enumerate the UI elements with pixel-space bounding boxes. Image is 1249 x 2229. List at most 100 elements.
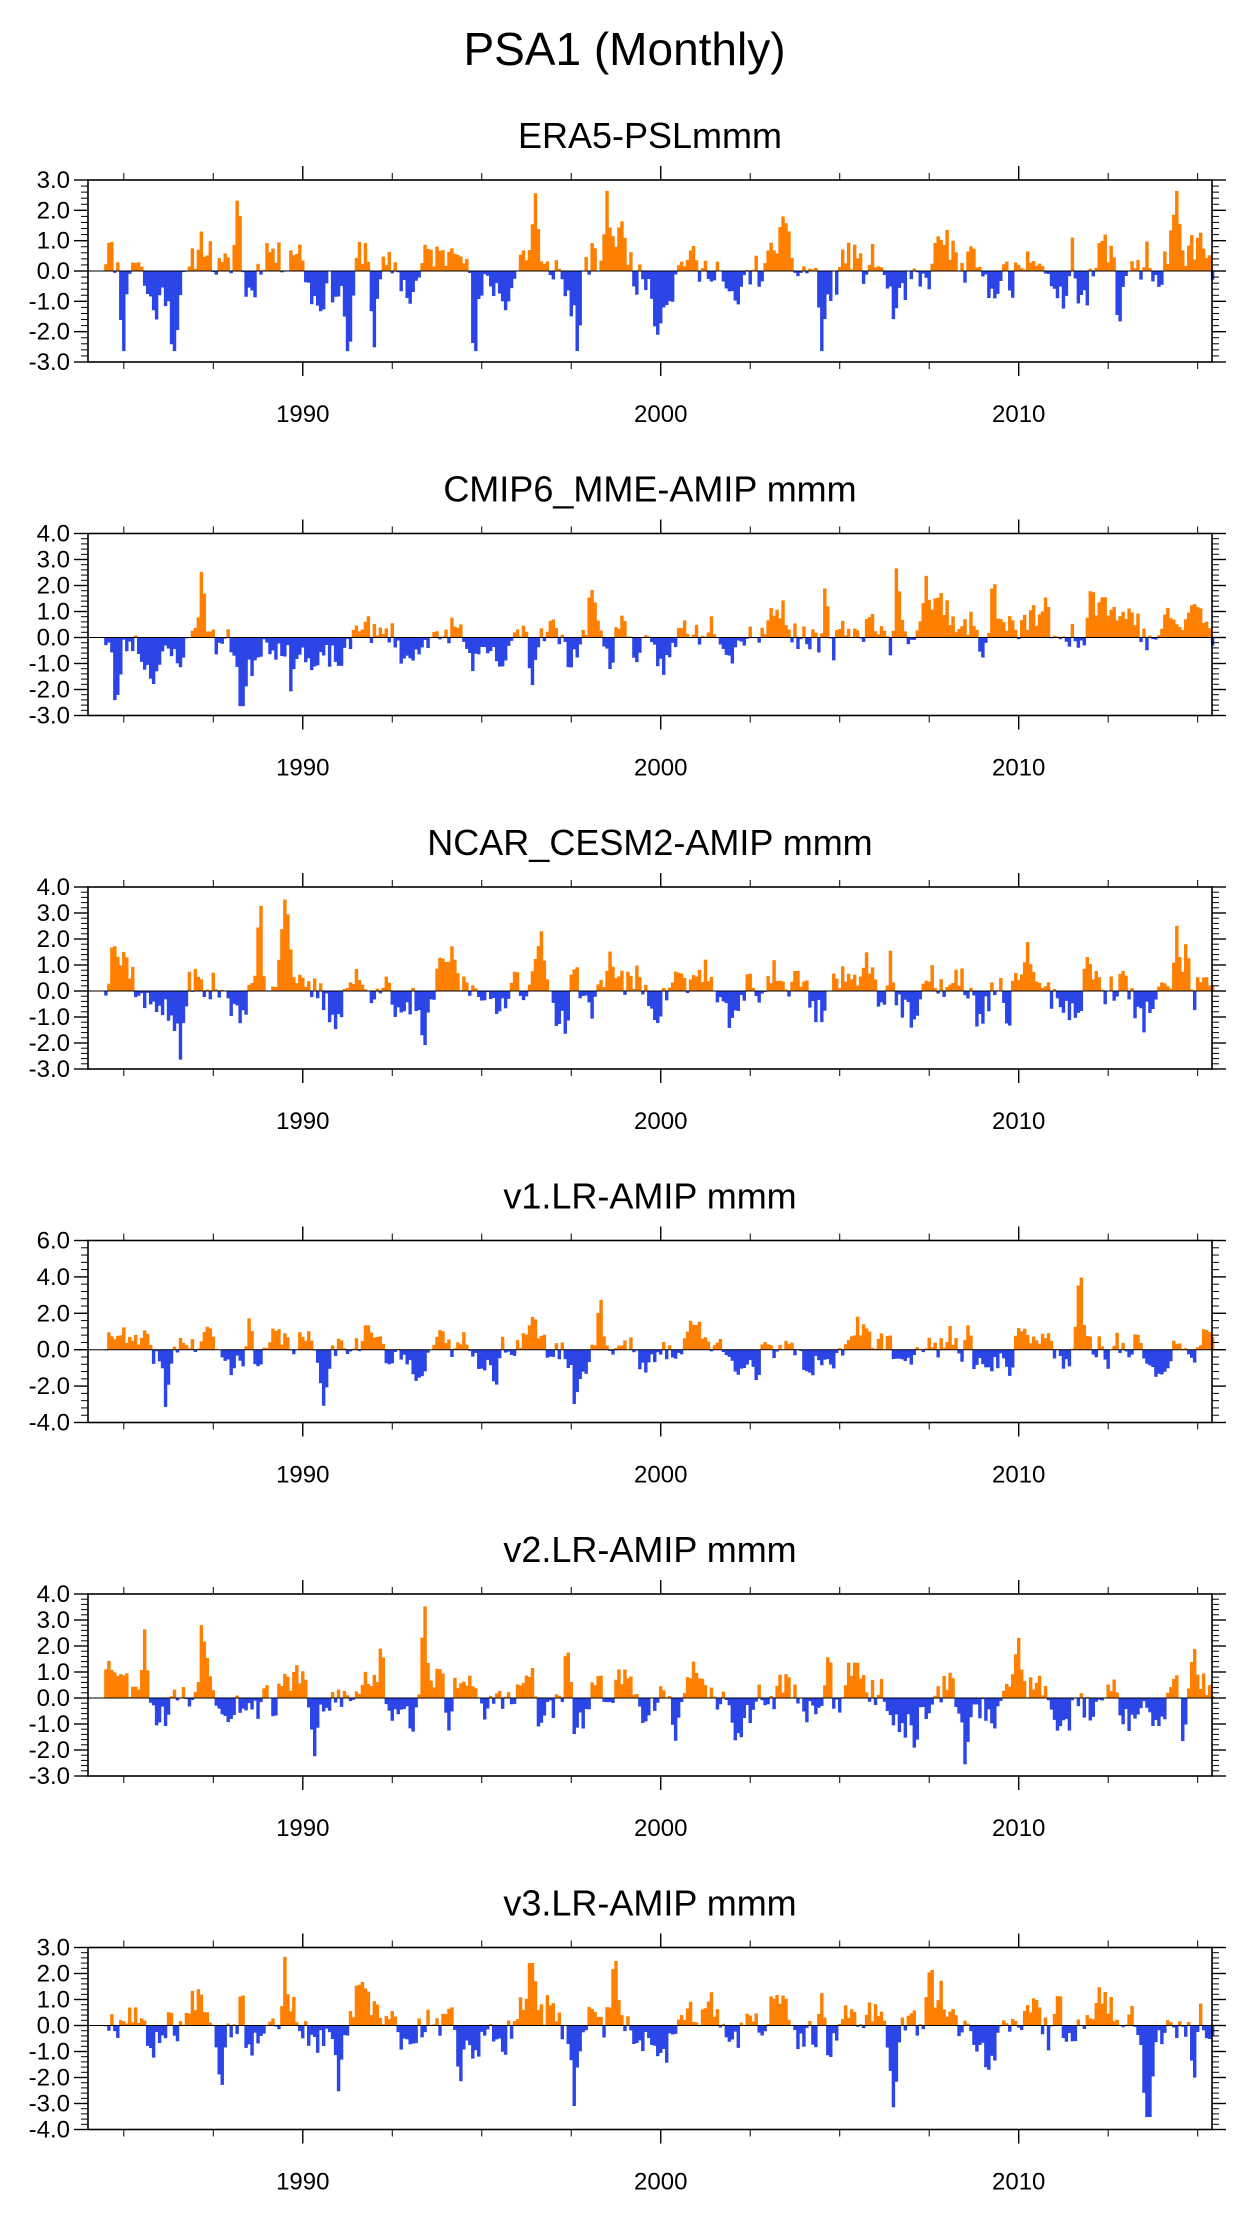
positive-bar: [196, 976, 201, 991]
negative-bar: [820, 991, 824, 1023]
negative-bar: [969, 1698, 973, 1718]
negative-bar: [536, 637, 541, 648]
positive-bar: [1112, 1679, 1116, 1698]
positive-bar: [166, 2012, 171, 2026]
positive-bar: [1184, 619, 1188, 638]
positive-bar: [1115, 1692, 1119, 1698]
positive-bar: [557, 1695, 562, 1698]
negative-bar: [474, 2025, 478, 2051]
negative-bar: [226, 1349, 230, 1360]
negative-bar: [1100, 1698, 1104, 1701]
negative-bar: [602, 2025, 606, 2038]
positive-bar: [694, 1672, 699, 1698]
positive-bar: [125, 2023, 129, 2026]
positive-bar: [462, 1681, 466, 1698]
negative-bar: [178, 991, 183, 1060]
positive-bar: [1169, 618, 1173, 638]
negative-bar: [987, 1698, 991, 1710]
positive-bar: [131, 262, 135, 271]
positive-bar: [855, 630, 860, 638]
negative-bar: [838, 1698, 842, 1713]
positive-bar: [1031, 605, 1036, 638]
negative-bar: [656, 991, 660, 1024]
negative-bar: [307, 1698, 311, 1708]
positive-bar: [423, 244, 427, 271]
negative-bar: [1157, 271, 1161, 287]
negative-bar: [420, 991, 424, 1036]
positive-bar: [739, 2022, 743, 2026]
negative-bar: [286, 637, 290, 646]
positive-bar: [512, 632, 517, 638]
positive-bar: [435, 246, 439, 271]
positive-bar: [280, 1344, 284, 1350]
positive-bar: [948, 1326, 952, 1350]
positive-bar: [268, 2021, 272, 2026]
negative-bar: [253, 1349, 257, 1365]
negative-bar: [602, 637, 606, 647]
positive-bar: [990, 588, 994, 638]
negative-bar: [664, 1349, 669, 1360]
positive-bar: [620, 615, 624, 638]
negative-bar: [635, 637, 639, 663]
negative-bar: [1016, 2025, 1021, 2028]
positive-bar: [682, 2019, 687, 2026]
negative-bar: [1145, 637, 1149, 651]
negative-bar: [960, 2025, 964, 2033]
positive-bar: [584, 257, 588, 271]
negative-bar: [330, 271, 335, 303]
negative-bar: [939, 1698, 943, 1703]
y-tick-label: 4.0: [37, 521, 70, 548]
positive-bar: [447, 1339, 451, 1350]
positive-bar: [205, 2012, 210, 2026]
positive-bar: [829, 1662, 833, 1698]
positive-bar: [1133, 268, 1137, 271]
negative-bar: [1148, 2025, 1152, 2118]
negative-bar: [357, 1349, 362, 1352]
positive-bar: [1002, 622, 1006, 638]
positive-bar: [873, 267, 878, 271]
negative-bar: [653, 1349, 657, 1363]
positive-bar: [1103, 1991, 1107, 2026]
positive-bar: [256, 263, 260, 271]
positive-bar: [599, 630, 603, 638]
negative-bar: [936, 1349, 940, 1358]
positive-bar: [1011, 980, 1015, 991]
negative-bar: [1055, 1698, 1060, 1731]
negative-bar: [113, 637, 117, 701]
negative-bar: [840, 1349, 845, 1356]
negative-bar: [1008, 1349, 1012, 1376]
positive-bar: [787, 2019, 791, 2026]
negative-bar: [718, 2025, 723, 2028]
positive-bar: [784, 1998, 788, 2026]
positive-bar: [1037, 614, 1042, 638]
negative-bar: [820, 1698, 824, 1706]
negative-bar: [375, 271, 380, 299]
positive-bar: [554, 1694, 559, 1698]
positive-bar: [787, 231, 791, 271]
positive-bar: [184, 2012, 189, 2026]
positive-bar: [193, 2010, 198, 2026]
positive-bar: [775, 609, 779, 638]
positive-bar: [778, 2003, 782, 2026]
positive-bar: [1028, 1343, 1033, 1350]
negative-bar: [1160, 1698, 1164, 1717]
negative-bar: [1142, 1698, 1146, 1702]
positive-bar: [954, 252, 958, 271]
negative-bar: [1190, 1349, 1194, 1358]
negative-bar: [453, 2025, 457, 2031]
negative-bar: [247, 637, 251, 660]
negative-bar: [608, 637, 612, 670]
negative-bar: [742, 271, 746, 276]
negative-bar: [408, 271, 412, 304]
negative-bar: [253, 2025, 257, 2033]
positive-bar: [623, 237, 627, 271]
negative-bar: [432, 991, 436, 1000]
negative-bar: [324, 1698, 329, 1708]
negative-bar: [214, 2025, 218, 2048]
positive-bar: [838, 628, 842, 638]
positive-bar: [420, 263, 424, 271]
negative-bar: [315, 2025, 320, 2053]
positive-bar: [134, 1686, 138, 1698]
negative-bar: [569, 2025, 573, 2061]
negative-bar: [739, 1349, 743, 1369]
